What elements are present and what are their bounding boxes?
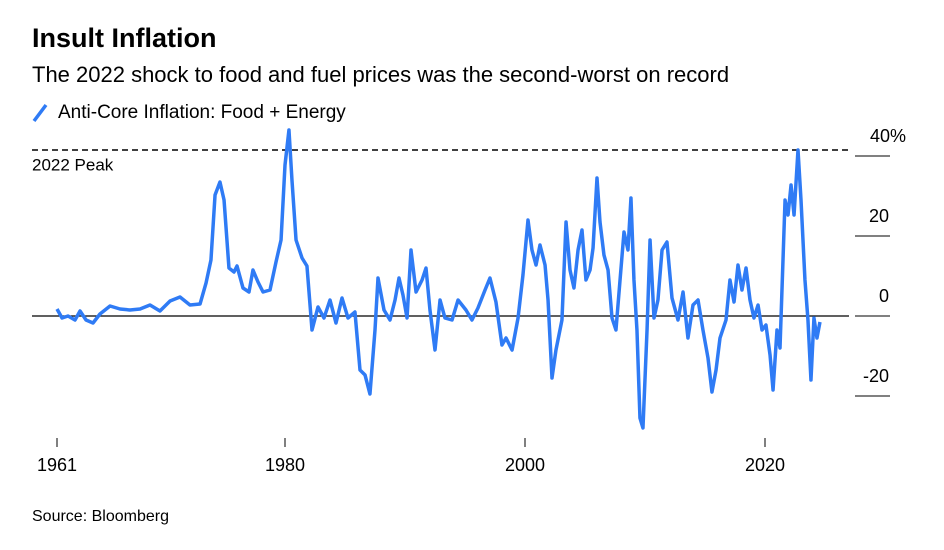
legend-swatch bbox=[32, 103, 48, 123]
legend-label: Anti-Core Inflation: Food + Energy bbox=[58, 102, 346, 123]
y-tick-label: -20 bbox=[863, 366, 889, 386]
annotation-label: 2022 Peak bbox=[32, 155, 114, 174]
chart-subtitle: The 2022 shock to food and fuel prices w… bbox=[32, 62, 729, 87]
x-tick-label: 1961 bbox=[37, 455, 77, 475]
x-tick-label: 2020 bbox=[745, 455, 785, 475]
x-tick-label: 2000 bbox=[505, 455, 545, 475]
y-tick-label: 20 bbox=[869, 206, 889, 226]
source: Source: Bloomberg bbox=[32, 508, 169, 525]
y-tick-label: 0 bbox=[879, 286, 889, 306]
data-line bbox=[55, 128, 822, 430]
chart-title: Insult Inflation bbox=[32, 23, 216, 53]
y-tick-label: 40% bbox=[870, 126, 906, 146]
x-tick-label: 1980 bbox=[265, 455, 305, 475]
